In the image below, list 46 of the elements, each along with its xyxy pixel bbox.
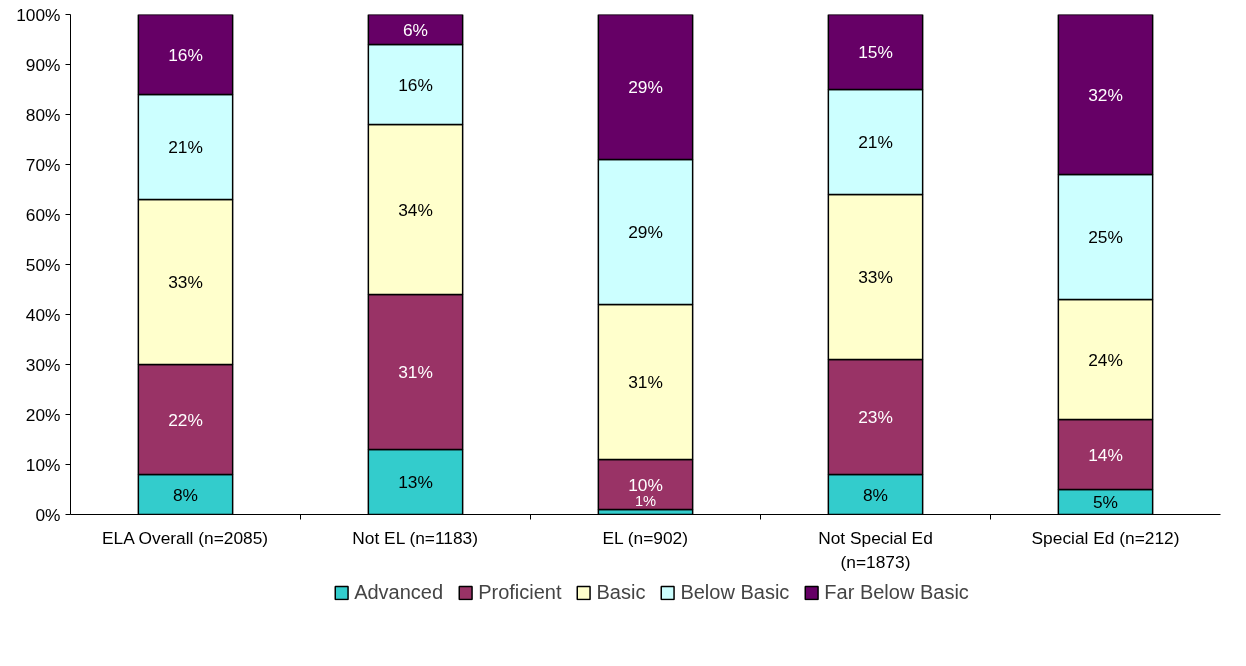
data-label: 25%	[1088, 227, 1123, 247]
y-tick-label: 100%	[16, 4, 61, 25]
x-tick-label: Not EL (n=1183)	[352, 527, 479, 548]
data-label: 6%	[402, 19, 429, 40]
legend-label: Basic	[596, 580, 646, 604]
data-label: 13%	[398, 472, 433, 492]
data-label: 31%	[628, 372, 663, 392]
data-label: 8%	[172, 484, 199, 505]
y-tick-label: 50%	[25, 254, 61, 275]
legend-label: Far Below Basic	[824, 580, 969, 604]
x-tick-label: Special Ed (n=212)	[1031, 527, 1180, 548]
x-tick-label: ELA Overall (n=2085)	[101, 527, 269, 548]
data-label: 31%	[398, 362, 433, 382]
data-label: 14%	[1088, 444, 1123, 465]
data-label: 22%	[168, 409, 203, 430]
legend-label: Advanced	[354, 580, 444, 604]
data-label: 24%	[1088, 349, 1123, 370]
data-label: 29%	[628, 222, 663, 242]
data-label: 1%	[634, 492, 657, 509]
legend-label: Below Basic	[680, 580, 790, 604]
data-label: 29%	[628, 77, 663, 97]
y-tick-label: 20%	[25, 404, 61, 425]
data-label: 16%	[398, 74, 433, 95]
data-label: 10%	[628, 474, 663, 495]
x-tick-label: Not Special Ed (n=1873)	[818, 527, 933, 572]
data-label: 5%	[1092, 492, 1119, 512]
legend-label: Proficient	[478, 580, 562, 604]
y-tick-label: 10%	[25, 454, 61, 475]
data-label: 16%	[168, 44, 203, 65]
data-label: 21%	[168, 137, 203, 157]
data-label: 34%	[398, 199, 433, 220]
y-tick-label: 30%	[25, 354, 61, 375]
y-tick-label: 70%	[25, 154, 61, 175]
x-tick-label: EL (n=902)	[602, 527, 688, 548]
y-tick-label: 0%	[35, 504, 61, 525]
data-label: 33%	[168, 272, 203, 292]
data-label: 32%	[1088, 84, 1123, 105]
data-label: 8%	[862, 484, 889, 505]
data-label: 23%	[858, 407, 893, 427]
y-tick-label: 40%	[25, 304, 61, 325]
y-tick-label: 90%	[25, 54, 61, 75]
data-label: 15%	[858, 42, 893, 62]
y-tick-label: 80%	[25, 104, 61, 125]
data-label: 33%	[858, 267, 893, 287]
y-tick-label: 60%	[25, 204, 61, 225]
data-label: 21%	[858, 132, 893, 152]
